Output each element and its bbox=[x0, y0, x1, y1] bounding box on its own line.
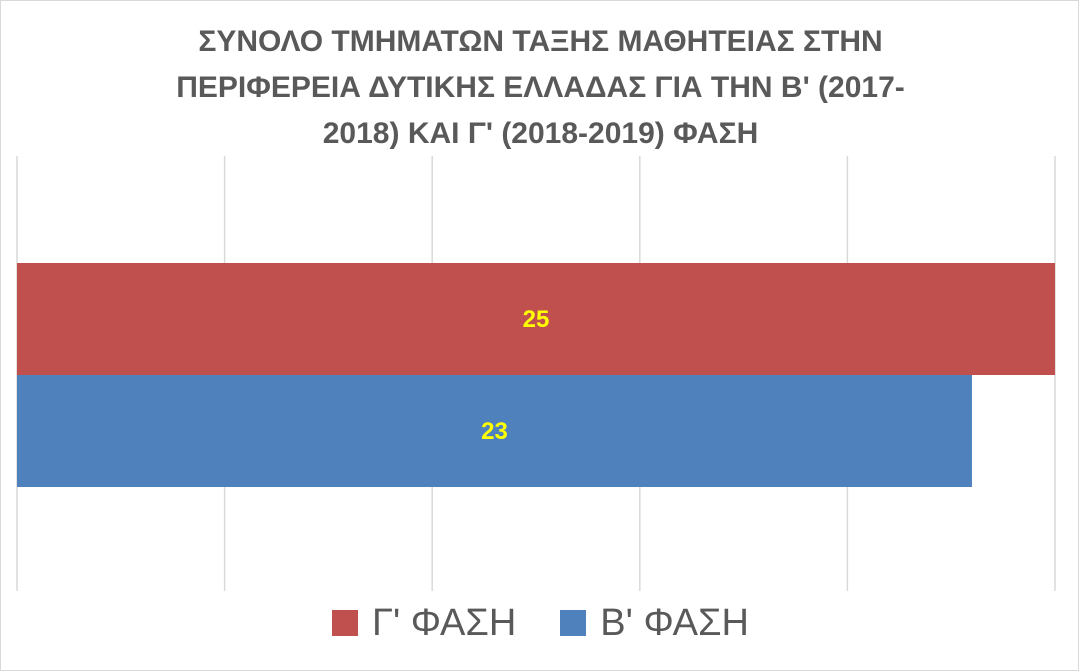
legend-item-gamma: Γ' ΦΑΣΗ bbox=[332, 602, 516, 645]
data-labels: 25 23 bbox=[481, 306, 549, 445]
chart-title: ΣΥΝΟΛΟ ΤΜΗΜΑΤΩΝ ΤΑΞΗΣ ΜΑΘΗΤΕΙΑΣ ΣΤΗΝ ΠΕΡ… bbox=[1, 19, 1078, 157]
data-label-1: 23 bbox=[481, 418, 508, 445]
bar-0 bbox=[17, 263, 1055, 375]
legend-swatch-beta bbox=[560, 610, 587, 636]
bar-1 bbox=[17, 375, 972, 487]
bars bbox=[17, 263, 1055, 487]
chart-title-line-2: ΠΕΡΙΦΕΡΕΙΑ ΔΥΤΙΚΗΣ ΕΛΛΑΔΑΣ ΓΙΑ ΤΗΝ Β' (2… bbox=[176, 71, 905, 104]
data-label-0: 25 bbox=[523, 306, 550, 333]
legend-label-beta: Β' ΦΑΣΗ bbox=[600, 601, 749, 644]
legend-swatch-gamma bbox=[332, 610, 359, 636]
legend-item-beta: Β' ΦΑΣΗ bbox=[560, 602, 749, 645]
legend-label-gamma: Γ' ΦΑΣΗ bbox=[372, 601, 517, 644]
chart-title-line-1: ΣΥΝΟΛΟ ΤΜΗΜΑΤΩΝ ΤΑΞΗΣ ΜΑΘΗΤΕΙΑΣ ΣΤΗΝ bbox=[198, 25, 883, 58]
chart-title-line-3: 2018) ΚΑΙ Γ' (2018-2019) ΦΑΣΗ bbox=[322, 117, 759, 150]
legend: Γ' ΦΑΣΗ Β' ΦΑΣΗ bbox=[1, 597, 1078, 649]
